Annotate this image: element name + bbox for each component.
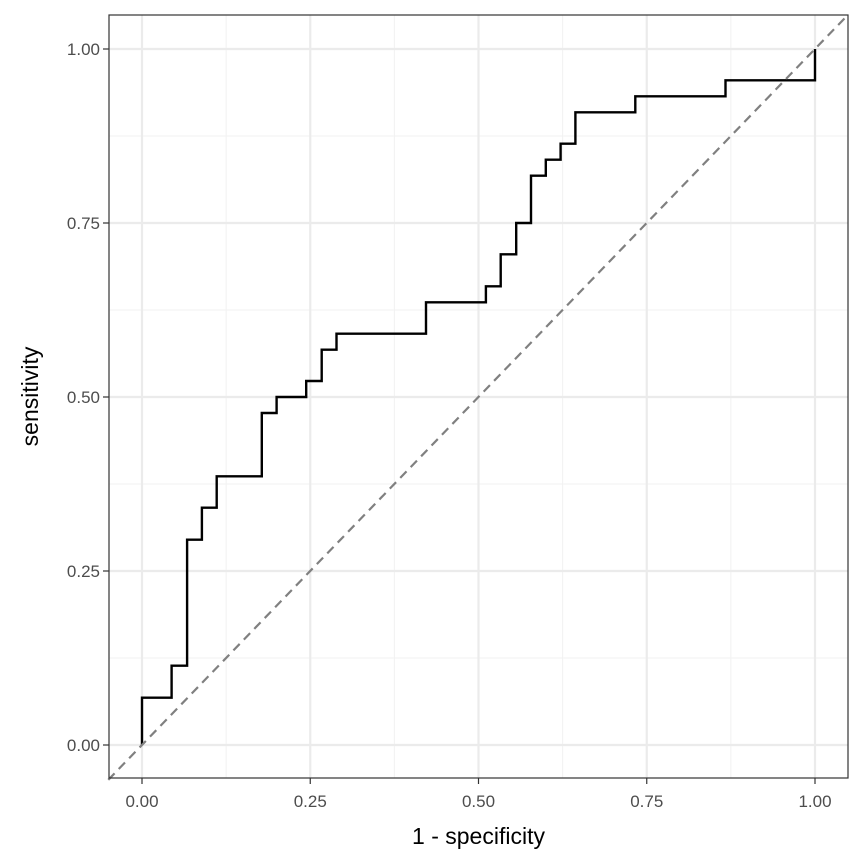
x-axis-title: 1 - specificity xyxy=(412,823,545,849)
y-tick-label: 0.25 xyxy=(67,562,100,581)
x-tick-label: 1.00 xyxy=(798,792,831,811)
y-tick-label: 0.00 xyxy=(67,736,100,755)
y-tick-label: 0.50 xyxy=(67,388,100,407)
x-tick-label: 0.75 xyxy=(630,792,663,811)
series-layer xyxy=(107,13,850,781)
roc-curve xyxy=(140,49,817,745)
x-tick-labels: 0.00 0.25 0.50 0.75 1.00 xyxy=(125,792,831,811)
y-tick-labels: 0.00 0.25 0.50 0.75 1.00 xyxy=(67,40,100,755)
major-gridlines xyxy=(109,15,848,778)
y-tick-label: 0.75 xyxy=(67,214,100,233)
diagonal-reference-line xyxy=(107,13,850,781)
y-axis-title: sensitivity xyxy=(17,346,43,446)
x-tick-label: 0.00 xyxy=(125,792,158,811)
x-tick-label: 0.25 xyxy=(294,792,327,811)
x-tick-label: 0.50 xyxy=(462,792,495,811)
y-tick-label: 1.00 xyxy=(67,40,100,59)
axis-ticks xyxy=(103,48,816,784)
